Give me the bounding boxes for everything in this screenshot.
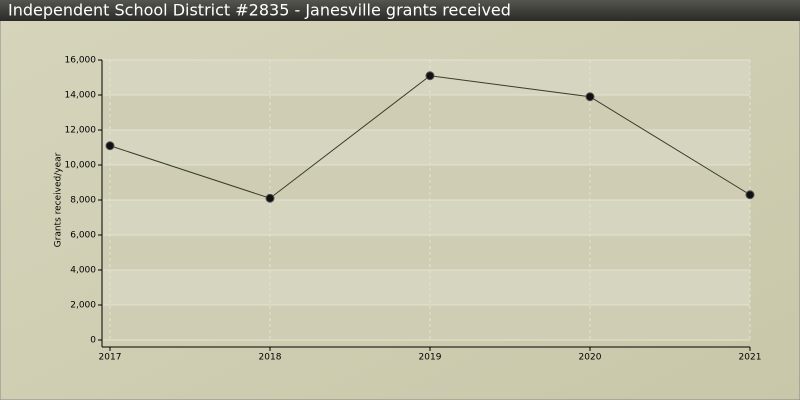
- plot-band: [103, 200, 750, 235]
- y-tick-label: 10,000: [65, 161, 97, 171]
- x-tick-label: 2020: [579, 353, 602, 363]
- plot-band: [103, 165, 750, 200]
- point: [105, 141, 115, 151]
- y-axis-label: Grants received/year: [54, 152, 64, 247]
- chart-title: Independent School District #2835 - Jane…: [8, 1, 511, 20]
- y-tick-label: 2,000: [70, 301, 96, 311]
- y-tick-label: 8,000: [70, 196, 96, 206]
- plot-band: [103, 235, 750, 270]
- y-tick-label: 16,000: [65, 56, 97, 66]
- x-tick-label: 2017: [99, 353, 122, 363]
- plot-band: [103, 270, 750, 305]
- plot-band: [103, 130, 750, 165]
- y-tick-label: 12,000: [65, 126, 97, 136]
- y-tick-label: 0: [90, 336, 96, 346]
- point: [585, 92, 595, 102]
- point: [265, 193, 275, 203]
- point: [745, 190, 755, 200]
- point: [425, 71, 435, 81]
- y-tick-label: 14,000: [65, 91, 97, 101]
- y-tick-label: 6,000: [70, 231, 96, 241]
- x-tick-label: 2019: [419, 353, 442, 363]
- plot-band: [103, 95, 750, 130]
- x-tick-label: 2021: [739, 353, 762, 363]
- y-tick-label: 4,000: [70, 266, 96, 276]
- plot-band: [103, 305, 750, 340]
- x-tick-label: 2018: [259, 353, 282, 363]
- title-bar: [0, 0, 800, 21]
